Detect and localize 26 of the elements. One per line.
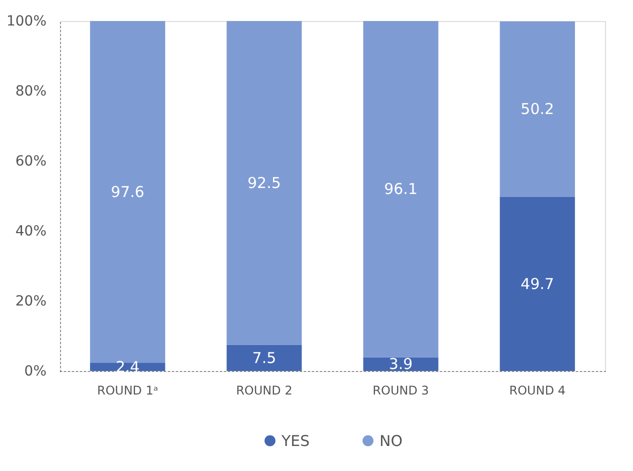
y-tick-label: 0% — [24, 364, 46, 380]
data-label: 97.6 — [110, 182, 144, 201]
data-label: 96.1 — [384, 180, 418, 198]
data-label: 2.4 — [116, 358, 140, 376]
data-label: 50.2 — [520, 100, 554, 118]
bar — [226, 21, 302, 345]
y-tick-label: 40% — [15, 224, 46, 240]
bar — [226, 344, 302, 371]
y-tick-label: 80% — [15, 84, 46, 100]
x-tick-label: ROUND 4 — [509, 384, 566, 398]
legend-label: YES — [280, 432, 310, 450]
bar — [500, 21, 575, 198]
data-label: 3.9 — [388, 355, 413, 374]
bar — [90, 362, 166, 371]
y-tick-label: 100% — [6, 14, 46, 30]
bar — [363, 21, 438, 358]
bar — [500, 197, 575, 371]
x-tick-label: ROUND 3 — [372, 384, 429, 398]
legend-label: NO — [380, 432, 403, 450]
x-tick-label: ROUND 2 — [236, 384, 292, 398]
data-label: 92.5 — [248, 174, 281, 192]
y-tick-label: 60% — [15, 154, 46, 170]
data-label: 49.7 — [520, 275, 554, 294]
y-tick-label: 20% — [15, 294, 46, 310]
data-label: 7.5 — [252, 348, 276, 367]
x-tick-label: ROUND 1ᵃ — [97, 384, 158, 398]
